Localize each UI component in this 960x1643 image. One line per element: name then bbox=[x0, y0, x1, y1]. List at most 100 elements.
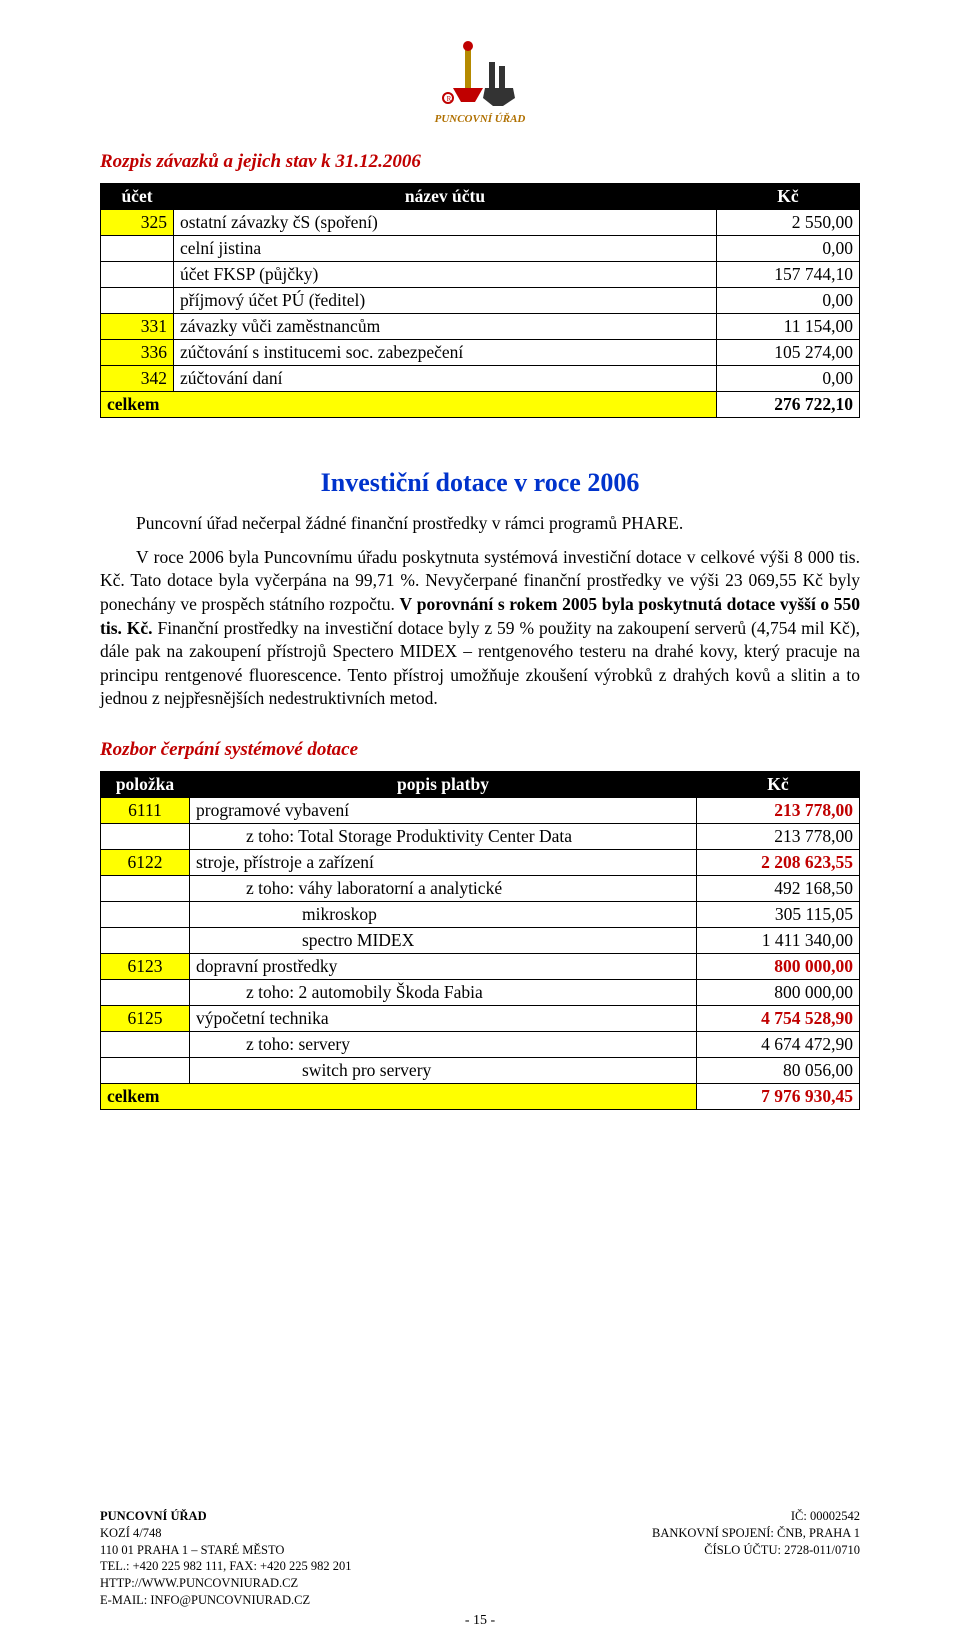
cell bbox=[101, 262, 174, 288]
breakdown-table: položka popis platby Kč 6111programové v… bbox=[100, 771, 860, 1110]
table-row: z toho: váhy laboratorní a analytické492… bbox=[101, 876, 860, 902]
t1-h2: Kč bbox=[717, 184, 860, 210]
section-title-investment: Investiční dotace v roce 2006 bbox=[100, 468, 860, 498]
fl3: TEL.: +420 225 982 111, FAX: +420 225 98… bbox=[100, 1558, 351, 1575]
cell: 342 bbox=[101, 366, 174, 392]
page-number: - 15 - bbox=[0, 1613, 960, 1629]
table-row: switch pro servery80 056,00 bbox=[101, 1058, 860, 1084]
cell: 492 168,50 bbox=[697, 876, 860, 902]
section-title-obligations: Rozpis závazků a jejich stav k 31.12.200… bbox=[100, 151, 860, 173]
fr2: ČÍSLO ÚČTU: 2728-011/0710 bbox=[652, 1542, 860, 1559]
fr1: BANKOVNÍ SPOJENÍ: ČNB, PRAHA 1 bbox=[652, 1525, 860, 1542]
table-row: z toho: Total Storage Produktivity Cente… bbox=[101, 824, 860, 850]
cell bbox=[101, 1058, 190, 1084]
t2-h2: Kč bbox=[697, 772, 860, 798]
cell: 2 550,00 bbox=[717, 210, 860, 236]
table-row: účet FKSP (půjčky)157 744,10 bbox=[101, 262, 860, 288]
cell: z toho: váhy laboratorní a analytické bbox=[190, 876, 697, 902]
cell bbox=[101, 928, 190, 954]
table-row: mikroskop305 115,05 bbox=[101, 902, 860, 928]
cell: z toho: 2 automobily Škoda Fabia bbox=[190, 980, 697, 1006]
table-row: 342zúčtování daní0,00 bbox=[101, 366, 860, 392]
table-row: 6111programové vybavení213 778,00 bbox=[101, 798, 860, 824]
t2-h0: položka bbox=[101, 772, 190, 798]
t1-h1: název účtu bbox=[174, 184, 717, 210]
fl4: HTTP://WWW.PUNCOVNIURAD.CZ bbox=[100, 1575, 351, 1592]
header-logo: R PUNCOVNÍ ÚŘAD bbox=[100, 40, 860, 131]
cell bbox=[101, 288, 174, 314]
cell: zúčtování daní bbox=[174, 366, 717, 392]
cell: switch pro servery bbox=[190, 1058, 697, 1084]
p2c: Finanční prostředky na investiční dotace… bbox=[100, 618, 860, 709]
cell: spectro MIDEX bbox=[190, 928, 697, 954]
cell: 6111 bbox=[101, 798, 190, 824]
table-row: 6122stroje, přístroje a zařízení2 208 62… bbox=[101, 850, 860, 876]
cell: 2 208 623,55 bbox=[697, 850, 860, 876]
cell: 11 154,00 bbox=[717, 314, 860, 340]
cell: 213 778,00 bbox=[697, 798, 860, 824]
cell: 6123 bbox=[101, 954, 190, 980]
cell: 1 411 340,00 bbox=[697, 928, 860, 954]
footer-left: PUNCOVNÍ ÚŘAD KOZÍ 4/748 110 01 PRAHA 1 … bbox=[100, 1508, 351, 1609]
t1-h0: účet bbox=[101, 184, 174, 210]
fl1: KOZÍ 4/748 bbox=[100, 1525, 351, 1542]
table-row: z toho: servery4 674 472,90 bbox=[101, 1032, 860, 1058]
logo-caption: PUNCOVNÍ ÚŘAD bbox=[435, 113, 526, 125]
cell bbox=[101, 236, 174, 262]
table-row: 6123dopravní prostředky800 000,00 bbox=[101, 954, 860, 980]
paragraph-2: V roce 2006 byla Puncovnímu úřadu poskyt… bbox=[100, 546, 860, 711]
paragraph-1: Puncovní úřad nečerpal žádné finanční pr… bbox=[100, 512, 860, 536]
table-row: celkem7 976 930,45 bbox=[101, 1084, 860, 1110]
cell: programové vybavení bbox=[190, 798, 697, 824]
cell: 6125 bbox=[101, 1006, 190, 1032]
footer-right: IČ: 00002542 BANKOVNÍ SPOJENÍ: ČNB, PRAH… bbox=[652, 1508, 860, 1609]
cell: 276 722,10 bbox=[717, 392, 860, 418]
cell: celní jistina bbox=[174, 236, 717, 262]
table-row: celkem276 722,10 bbox=[101, 392, 860, 418]
table-row: spectro MIDEX1 411 340,00 bbox=[101, 928, 860, 954]
fl0: PUNCOVNÍ ÚŘAD bbox=[100, 1508, 351, 1525]
cell: účet FKSP (půjčky) bbox=[174, 262, 717, 288]
cell: 331 bbox=[101, 314, 174, 340]
cell: 325 bbox=[101, 210, 174, 236]
obligations-table: účet název účtu Kč 325ostatní závazky čS… bbox=[100, 183, 860, 418]
cell: 0,00 bbox=[717, 236, 860, 262]
cell: výpočetní technika bbox=[190, 1006, 697, 1032]
t2-h1: popis platby bbox=[190, 772, 697, 798]
table-row: 336zúčtování s institucemi soc. zabezpeč… bbox=[101, 340, 860, 366]
cell: ostatní závazky čS (spoření) bbox=[174, 210, 717, 236]
cell: závazky vůči zaměstnancům bbox=[174, 314, 717, 340]
table-row: 325ostatní závazky čS (spoření)2 550,00 bbox=[101, 210, 860, 236]
cell bbox=[101, 876, 190, 902]
cell: příjmový účet PÚ (ředitel) bbox=[174, 288, 717, 314]
cell: 4 674 472,90 bbox=[697, 1032, 860, 1058]
cell: 105 274,00 bbox=[717, 340, 860, 366]
svg-text:R: R bbox=[447, 95, 452, 103]
cell: celkem bbox=[101, 392, 717, 418]
cell: 4 754 528,90 bbox=[697, 1006, 860, 1032]
cell: stroje, přístroje a zařízení bbox=[190, 850, 697, 876]
cell: 800 000,00 bbox=[697, 980, 860, 1006]
table-row: příjmový účet PÚ (ředitel)0,00 bbox=[101, 288, 860, 314]
table-row: 331závazky vůči zaměstnancům11 154,00 bbox=[101, 314, 860, 340]
fl2: 110 01 PRAHA 1 – STARÉ MĚSTO bbox=[100, 1542, 351, 1559]
cell bbox=[101, 902, 190, 928]
cell bbox=[101, 1032, 190, 1058]
cell: 0,00 bbox=[717, 366, 860, 392]
cell bbox=[101, 980, 190, 1006]
section-title-breakdown: Rozbor čerpání systémové dotace bbox=[100, 739, 860, 761]
cell: 213 778,00 bbox=[697, 824, 860, 850]
cell: 800 000,00 bbox=[697, 954, 860, 980]
cell: 336 bbox=[101, 340, 174, 366]
cell: z toho: Total Storage Produktivity Cente… bbox=[190, 824, 697, 850]
page-footer: PUNCOVNÍ ÚŘAD KOZÍ 4/748 110 01 PRAHA 1 … bbox=[100, 1508, 860, 1609]
cell bbox=[101, 824, 190, 850]
cell: 305 115,05 bbox=[697, 902, 860, 928]
table-row: celní jistina0,00 bbox=[101, 236, 860, 262]
cell: mikroskop bbox=[190, 902, 697, 928]
fl5: E-MAIL: INFO@PUNCOVNIURAD.CZ bbox=[100, 1592, 351, 1609]
cell: 7 976 930,45 bbox=[697, 1084, 860, 1110]
table-row: z toho: 2 automobily Škoda Fabia800 000,… bbox=[101, 980, 860, 1006]
cell: 80 056,00 bbox=[697, 1058, 860, 1084]
cell: 157 744,10 bbox=[717, 262, 860, 288]
